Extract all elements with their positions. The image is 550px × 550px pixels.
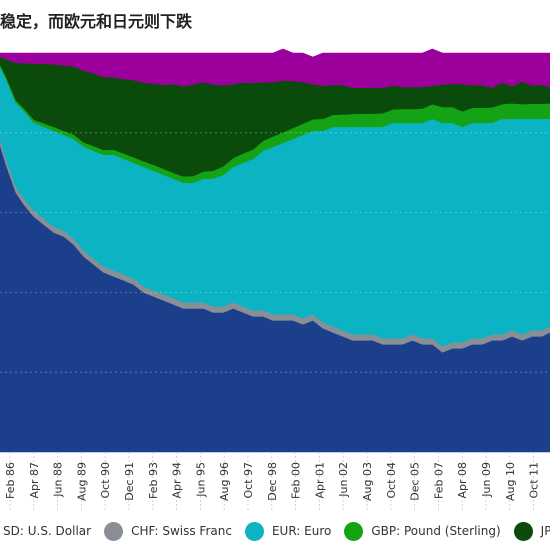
- legend-swatch: [344, 521, 364, 541]
- x-tick-label: Jun 88: [52, 462, 65, 498]
- x-tick-label: Oct 90: [99, 462, 112, 499]
- x-tick-label: Aug 89: [75, 462, 88, 501]
- x-tick-label: Feb 00: [290, 462, 303, 499]
- x-tick-label: Feb 86: [4, 462, 17, 499]
- legend-item: EUR: Euro: [244, 521, 332, 541]
- area-other: [0, 48, 550, 89]
- x-axis-ticks: Feb 86 Apr 87 Jun 88 Aug 89 Oct 90 Dec 91 Feb …: [4, 452, 541, 512]
- x-tick-label: Apr 94: [171, 462, 184, 499]
- legend-swatch: [513, 521, 533, 541]
- legend-label: GBP: Pound (Sterling): [371, 524, 501, 538]
- legend-item: GBP: Pound (Sterling): [344, 521, 501, 541]
- x-tick-label: Oct 97: [242, 462, 255, 499]
- chart-title: 稳定，而欧元和日元则下跌: [0, 12, 193, 31]
- x-tick-label: Jun 02: [337, 462, 350, 498]
- legend: SD: U.S. Dollar CHF: Swiss Franc EUR: Euro…: [0, 519, 550, 543]
- x-tick-label: Aug 10: [504, 462, 517, 501]
- legend-label: CHF: Swiss Franc: [131, 524, 232, 538]
- legend-label: JPY:: [540, 524, 550, 538]
- x-tick-label: Oct 11: [528, 462, 541, 499]
- x-tick-label: Apr 01: [313, 462, 326, 499]
- area-series-group: [0, 48, 550, 453]
- gridlines: [0, 132, 550, 373]
- x-tick-label: Jun 09: [480, 462, 493, 498]
- legend-item: CHF: Swiss Franc: [104, 521, 232, 541]
- x-tick-label: Oct 04: [385, 462, 398, 499]
- x-tick-label: Feb 93: [147, 462, 160, 499]
- legend-item: JPY:: [513, 521, 550, 541]
- x-tick-label: Aug 96: [218, 462, 231, 501]
- legend-label: SD: U.S. Dollar: [3, 524, 92, 538]
- x-tick-label: Apr 08: [456, 462, 469, 499]
- x-tick-label: Apr 87: [28, 462, 41, 499]
- legend-swatch: [244, 521, 264, 541]
- legend-label: EUR: Euro: [271, 524, 332, 538]
- x-tick-label: Feb 07: [432, 462, 445, 499]
- x-tick-label: Jun 95: [194, 462, 207, 498]
- x-tick-label: Dec 91: [123, 462, 136, 501]
- x-tick-label: Aug 03: [361, 462, 374, 501]
- x-tick-label: Dec 98: [266, 462, 279, 501]
- x-tick-label: Dec 05: [409, 462, 422, 501]
- legend-swatch: [104, 521, 124, 541]
- legend-item: SD: U.S. Dollar: [0, 522, 91, 541]
